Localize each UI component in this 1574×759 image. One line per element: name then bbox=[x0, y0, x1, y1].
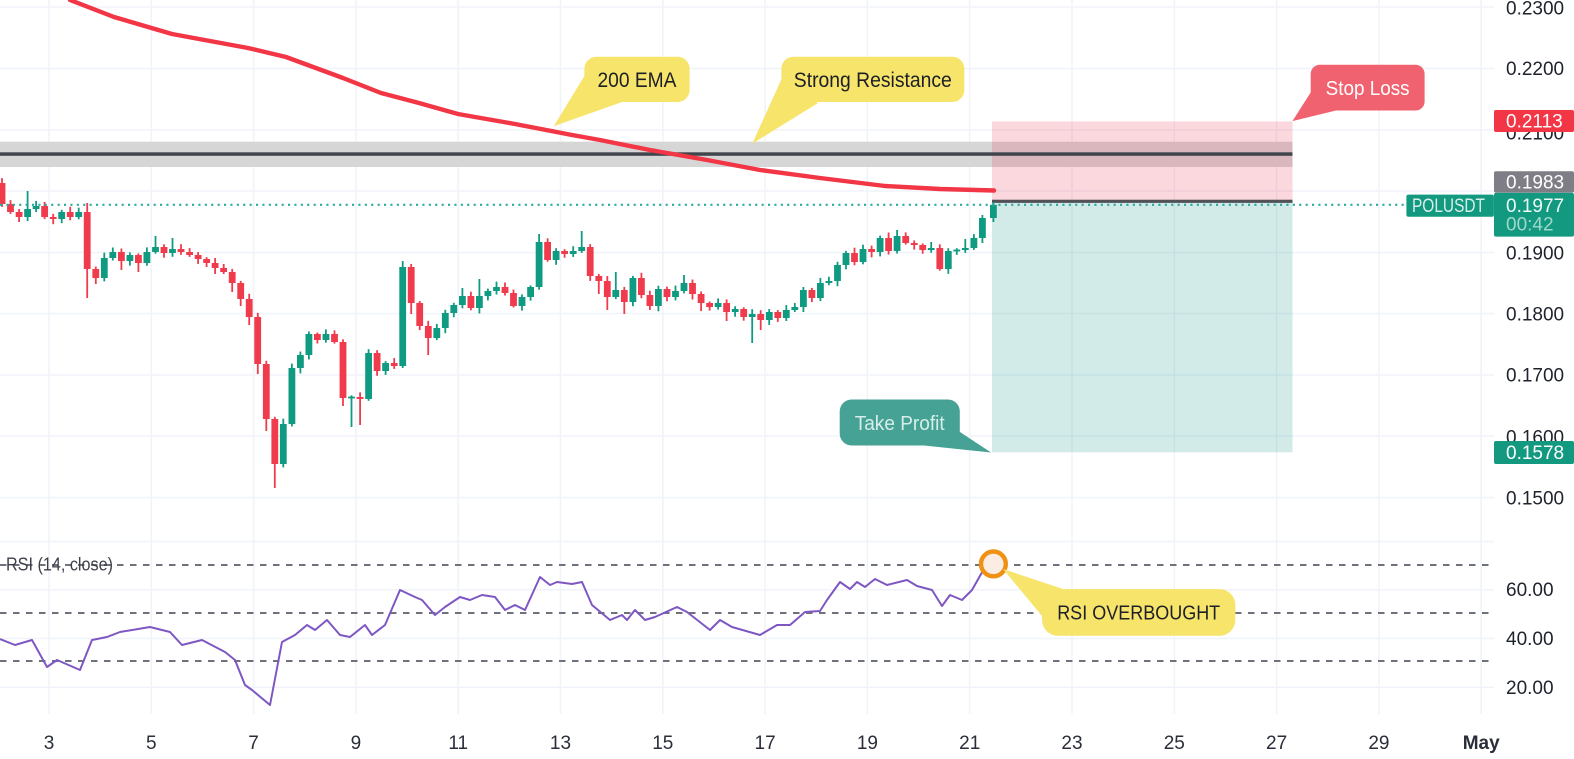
svg-text:00:42: 00:42 bbox=[1506, 215, 1554, 236]
svg-text:9: 9 bbox=[351, 733, 362, 754]
svg-text:13: 13 bbox=[550, 733, 571, 754]
svg-text:40.00: 40.00 bbox=[1506, 629, 1554, 650]
svg-text:11: 11 bbox=[448, 733, 468, 754]
svg-text:0.1900: 0.1900 bbox=[1506, 244, 1564, 265]
svg-text:Strong Resistance: Strong Resistance bbox=[794, 69, 952, 92]
svg-text:20.00: 20.00 bbox=[1506, 678, 1554, 699]
svg-text:0.1800: 0.1800 bbox=[1506, 305, 1564, 326]
svg-text:21: 21 bbox=[959, 733, 980, 754]
svg-text:RSI (14, close): RSI (14, close) bbox=[6, 555, 113, 575]
svg-text:25: 25 bbox=[1164, 733, 1185, 754]
svg-text:7: 7 bbox=[248, 733, 259, 754]
svg-text:0.1977: 0.1977 bbox=[1506, 196, 1564, 217]
svg-text:Take Profit: Take Profit bbox=[855, 412, 945, 435]
svg-text:Stop Loss: Stop Loss bbox=[1326, 77, 1410, 100]
svg-text:RSI OVERBOUGHT: RSI OVERBOUGHT bbox=[1057, 602, 1220, 625]
svg-text:3: 3 bbox=[44, 733, 55, 754]
svg-text:POLUSDT: POLUSDT bbox=[1412, 196, 1485, 217]
svg-text:27: 27 bbox=[1266, 733, 1287, 754]
svg-text:0.2200: 0.2200 bbox=[1506, 59, 1564, 80]
svg-text:0.2300: 0.2300 bbox=[1506, 0, 1564, 20]
svg-text:60.00: 60.00 bbox=[1506, 580, 1554, 601]
svg-text:0.1500: 0.1500 bbox=[1506, 489, 1564, 510]
svg-text:200 EMA: 200 EMA bbox=[598, 69, 677, 92]
svg-text:0.2113: 0.2113 bbox=[1506, 112, 1563, 133]
svg-text:23: 23 bbox=[1061, 733, 1082, 754]
svg-text:5: 5 bbox=[146, 733, 157, 754]
svg-text:0.1578: 0.1578 bbox=[1506, 443, 1564, 464]
svg-text:0.1700: 0.1700 bbox=[1506, 366, 1564, 387]
svg-text:0.1983: 0.1983 bbox=[1506, 173, 1564, 194]
svg-text:May: May bbox=[1463, 733, 1500, 754]
svg-text:29: 29 bbox=[1368, 733, 1389, 754]
svg-text:19: 19 bbox=[857, 733, 878, 754]
svg-text:17: 17 bbox=[755, 733, 776, 754]
svg-text:15: 15 bbox=[652, 733, 673, 754]
